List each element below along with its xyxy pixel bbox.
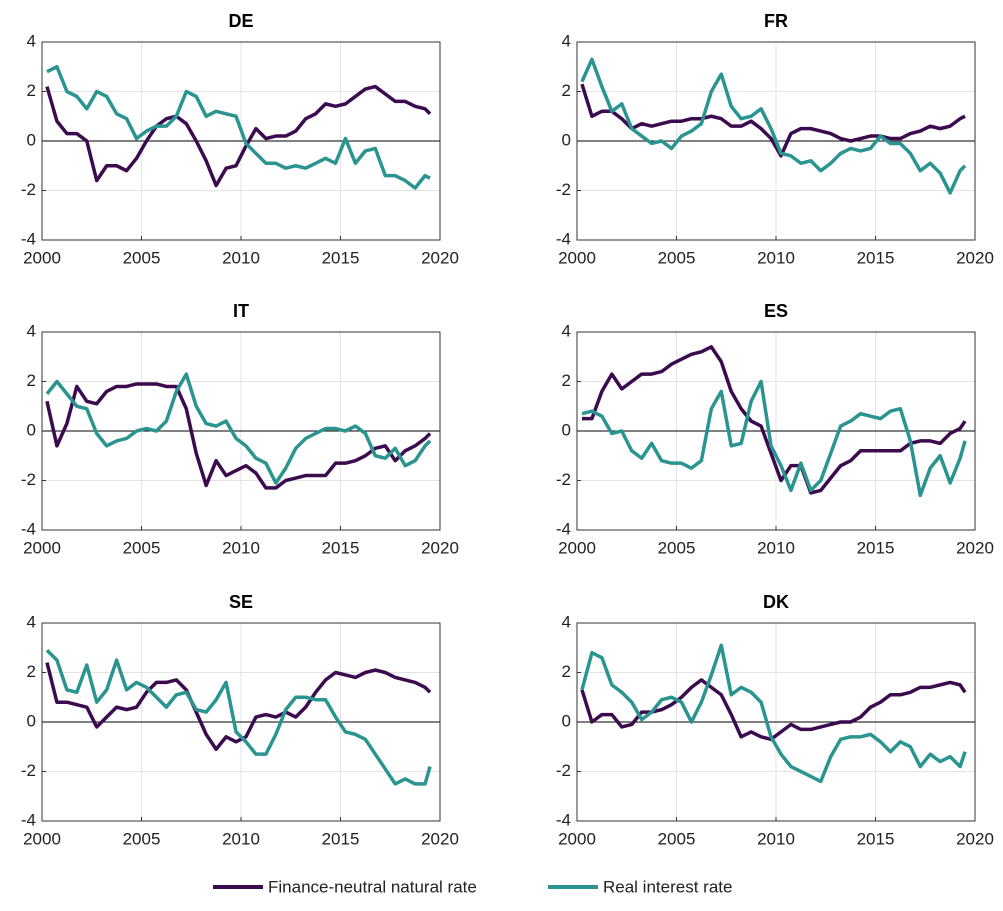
x-tick-label: 2015 <box>857 538 895 557</box>
x-tick-label: 2010 <box>757 248 795 267</box>
y-tick-label: 2 <box>562 81 571 100</box>
y-tick-label: -4 <box>556 519 571 538</box>
legend-label: Finance-neutral natural rate <box>268 877 477 896</box>
x-tick-label: 2005 <box>658 538 696 557</box>
x-tick-label: 2020 <box>956 829 994 848</box>
y-tick-label: 2 <box>27 662 36 681</box>
y-tick-label: -4 <box>556 229 571 248</box>
y-tick-label: -4 <box>556 810 571 829</box>
y-tick-label: 2 <box>27 81 36 100</box>
x-tick-label: 2005 <box>123 829 161 848</box>
series-line <box>45 648 432 786</box>
y-tick-label: -2 <box>556 761 571 780</box>
y-tick-label: 4 <box>27 31 36 50</box>
series-line <box>45 84 432 188</box>
panel-title: DK <box>763 592 789 612</box>
panel: DE -4 -2 0 2 4 2000 2005 2010 2015 2020 <box>21 11 459 268</box>
series-line <box>45 382 432 490</box>
y-tick-label: 0 <box>562 711 571 730</box>
x-tick-label: 2000 <box>558 248 596 267</box>
x-tick-label: 2005 <box>658 248 696 267</box>
series-line <box>580 643 967 784</box>
series-line <box>46 65 431 190</box>
series-line <box>45 662 432 751</box>
y-tick-label: -4 <box>21 810 36 829</box>
x-tick-label: 2020 <box>421 248 459 267</box>
y-tick-label: 0 <box>562 130 571 149</box>
y-tick-label: 0 <box>27 420 36 439</box>
series-line <box>581 345 967 495</box>
y-tick-label: 4 <box>27 612 36 631</box>
y-tick-label: -2 <box>21 761 36 780</box>
y-tick-label: 0 <box>27 711 36 730</box>
x-tick-label: 2020 <box>956 538 994 557</box>
series-line <box>580 678 967 742</box>
plot-frame <box>576 622 976 822</box>
y-tick-label: 2 <box>562 371 571 390</box>
series-line <box>580 83 966 158</box>
x-tick-label: 2010 <box>222 538 260 557</box>
x-tick-label: 2015 <box>322 248 360 267</box>
y-tick-label: -2 <box>556 180 571 199</box>
x-tick-label: 2015 <box>857 829 895 848</box>
x-tick-label: 2000 <box>558 829 596 848</box>
panel: IT -4 -2 0 2 4 2000 2005 2010 2015 2020 <box>21 301 459 558</box>
panel: DK -4 -2 0 2 4 2000 2005 2010 2015 2020 <box>556 592 994 849</box>
x-tick-label: 2010 <box>757 538 795 557</box>
y-tick-label: 2 <box>562 662 571 681</box>
panel-title: SE <box>229 592 253 612</box>
y-tick-label: 4 <box>562 612 571 631</box>
x-tick-label: 2015 <box>322 538 360 557</box>
y-tick-label: -4 <box>21 229 36 248</box>
plot-frame <box>576 41 976 241</box>
x-tick-label: 2000 <box>23 248 61 267</box>
x-tick-label: 2010 <box>757 829 795 848</box>
plot-frame <box>41 622 441 822</box>
plot-frame <box>41 41 441 241</box>
y-tick-label: 2 <box>27 371 36 390</box>
x-tick-label: 2000 <box>558 538 596 557</box>
x-tick-label: 2020 <box>956 248 994 267</box>
panel-title: FR <box>764 11 788 31</box>
y-tick-label: 0 <box>562 420 571 439</box>
x-tick-label: 2020 <box>421 538 459 557</box>
panel-title: DE <box>228 11 253 31</box>
x-tick-label: 2000 <box>23 829 61 848</box>
y-tick-label: 0 <box>27 130 36 149</box>
x-tick-label: 2005 <box>123 538 161 557</box>
x-tick-label: 2015 <box>857 248 895 267</box>
x-tick-label: 2000 <box>23 538 61 557</box>
y-tick-label: 4 <box>27 321 36 340</box>
x-tick-label: 2005 <box>123 248 161 267</box>
panel-title: IT <box>233 301 249 321</box>
y-tick-label: -2 <box>556 470 571 489</box>
y-tick-label: -2 <box>21 470 36 489</box>
y-tick-label: 4 <box>562 31 571 50</box>
panel: FR -4 -2 0 2 4 2000 2005 2010 2015 2020 <box>556 11 994 268</box>
x-tick-label: 2020 <box>421 829 459 848</box>
plot-frame <box>576 331 976 531</box>
x-tick-label: 2010 <box>222 829 260 848</box>
plot-frame <box>41 331 441 531</box>
x-tick-label: 2010 <box>222 248 260 267</box>
y-tick-label: -4 <box>21 519 36 538</box>
legend-label: Real interest rate <box>603 877 732 896</box>
y-tick-label: -2 <box>21 180 36 199</box>
series-line <box>581 379 967 498</box>
series-line <box>45 372 432 485</box>
panel: SE -4 -2 0 2 4 2000 2005 2010 2015 2020 <box>21 592 459 849</box>
x-tick-label: 2005 <box>658 829 696 848</box>
legend: Finance-neutral natural rate Real intere… <box>213 877 732 896</box>
x-tick-label: 2015 <box>322 829 360 848</box>
y-tick-label: 4 <box>562 321 571 340</box>
panel-title: ES <box>764 301 788 321</box>
series-line <box>580 57 967 195</box>
panel: ES -4 -2 0 2 4 2000 2005 2010 2015 2020 <box>556 301 994 558</box>
